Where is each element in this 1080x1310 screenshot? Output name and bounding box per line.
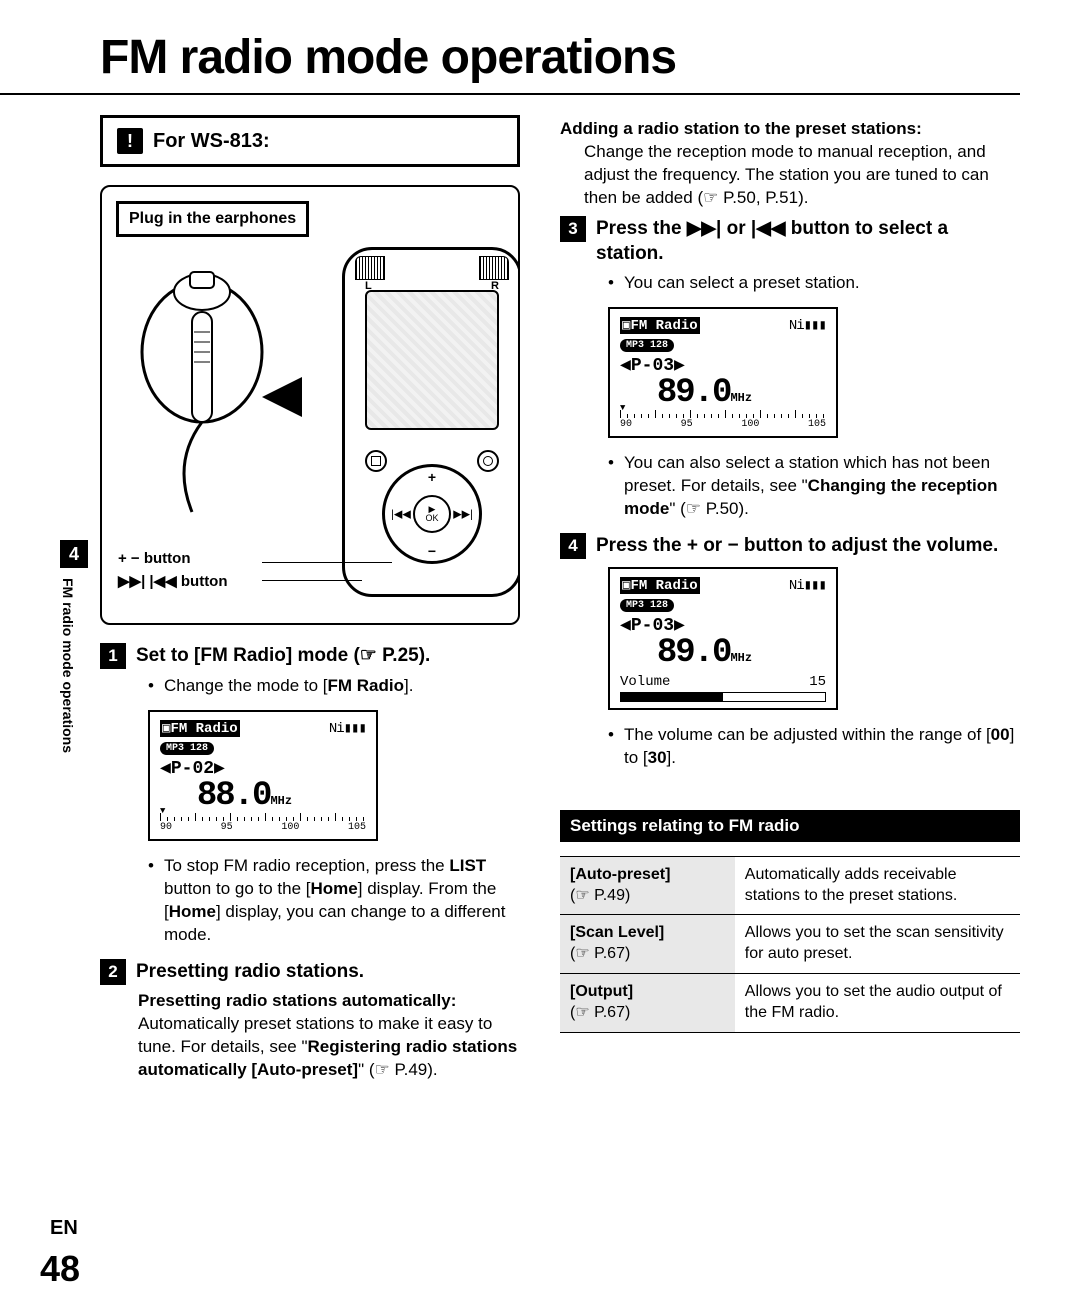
step-2-subhead-1: Presetting radio stations automatically:: [138, 991, 520, 1011]
step-2-para-1: Automatically preset stations to make it…: [138, 1013, 520, 1082]
step-number: 2: [100, 959, 126, 985]
step-3-bullet-2: You can also select a station which has …: [608, 452, 1020, 521]
step-number: 4: [560, 533, 586, 559]
lcd-screenshot-1: ▣FM RadioNi▮▮▮ MP3 128 ◀P-02▶ 88.0MHz 90…: [148, 710, 378, 841]
device-illustration: Plug in the earphones LR: [100, 185, 520, 625]
table-row: [Scan Level](☞ P.67) Allows you to set t…: [560, 915, 1020, 974]
earphone-label: Plug in the earphones: [116, 201, 309, 237]
step-1-heading: 1 Set to [FM Radio] mode (☞ P.25).: [100, 643, 520, 669]
earphone-drawing: [132, 262, 312, 542]
step-4-bullet-1: The volume can be adjusted within the ra…: [608, 724, 1020, 770]
model-text: For WS-813:: [153, 130, 270, 153]
step-2-subhead-2: Adding a radio station to the preset sta…: [560, 119, 1020, 139]
step-3-heading: 3 Press the ▶▶| or |◀◀ button to select …: [560, 216, 1020, 266]
lcd-screenshot-2: ▣FM RadioNi▮▮▮ MP3 128 ◀P-03▶ 89.0MHz 90…: [608, 307, 838, 438]
exclamation-icon: !: [117, 128, 143, 154]
table-row: [Auto-preset](☞ P.49) Automatically adds…: [560, 856, 1020, 915]
chapter-tab: 4: [60, 540, 88, 568]
settings-header: Settings relating to FM radio: [560, 810, 1020, 842]
page-title: FM radio mode operations: [0, 0, 1020, 95]
step-number: 1: [100, 643, 126, 669]
lcd-screenshot-3: ▣FM RadioNi▮▮▮ MP3 128 ◀P-03▶ 89.0MHz Vo…: [608, 567, 838, 710]
settings-table: [Auto-preset](☞ P.49) Automatically adds…: [560, 856, 1020, 1033]
step-number: 3: [560, 216, 586, 242]
device-dpad: +− |◀◀▶▶|: [382, 464, 482, 564]
step-1-bullet-1: Change the mode to [FM Radio].: [148, 675, 520, 698]
model-callout: ! For WS-813:: [100, 115, 520, 167]
side-running-head: FM radio mode operations: [60, 578, 76, 753]
language-code: EN: [50, 1217, 78, 1240]
step-3-bullet-1: You can select a preset station.: [608, 272, 1020, 295]
device-body: LR +− |◀◀▶▶|: [342, 247, 520, 597]
button-callout-labels: + − button ▶▶| |◀◀ button: [118, 548, 228, 593]
page-number: 48: [40, 1248, 80, 1290]
table-row: [Output](☞ P.67) Allows you to set the a…: [560, 974, 1020, 1033]
step-4-heading: 4 Press the + or − button to adjust the …: [560, 533, 1020, 559]
step-1-bullet-2: To stop FM radio reception, press the LI…: [148, 855, 520, 947]
step-2-para-2: Change the reception mode to manual rece…: [584, 141, 1020, 210]
step-2-heading: 2 Presetting radio stations.: [100, 959, 520, 985]
